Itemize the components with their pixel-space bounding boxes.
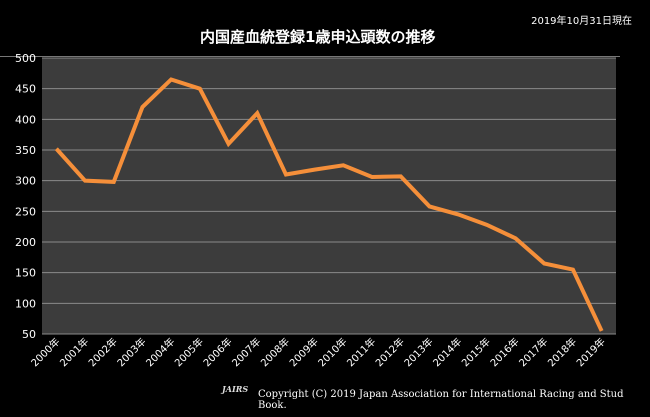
x-tick-label: 2015年	[459, 335, 493, 369]
x-tick-label: 2012年	[373, 335, 407, 369]
x-tick-label: 2013年	[401, 335, 435, 369]
y-tick-label: 500	[15, 52, 36, 65]
x-tick-label: 2001年	[57, 335, 91, 369]
y-tick-label: 350	[15, 144, 36, 157]
as-of-date: 2019年10月31日現在	[531, 16, 632, 27]
x-tick-label: 2008年	[258, 335, 292, 369]
chart-title: 内国産血統登録1歳申込頭数の推移	[200, 28, 436, 46]
x-tick-label: 2007年	[229, 335, 263, 369]
y-tick-label: 400	[15, 113, 36, 126]
x-tick-label: 2018年	[545, 335, 579, 369]
y-tick-label: 150	[15, 267, 36, 280]
y-tick-label: 450	[15, 83, 36, 96]
x-tick-label: 2019年	[574, 335, 608, 369]
x-tick-label: 2005年	[172, 335, 206, 369]
y-tick-label: 50	[22, 328, 36, 341]
x-tick-label: 2002年	[86, 335, 120, 369]
x-tick-label: 2003年	[114, 335, 148, 369]
x-tick-label: 2006年	[200, 335, 234, 369]
y-tick-label: 250	[15, 205, 36, 218]
x-tick-label: 2017年	[516, 335, 550, 369]
plot-area	[42, 58, 616, 334]
series-line	[54, 77, 604, 332]
x-tick-label: 2010年	[315, 335, 349, 369]
jairs-logo: JAIRS	[222, 384, 249, 394]
y-tick-label: 200	[15, 236, 36, 249]
x-tick-label: 2011年	[344, 335, 378, 369]
x-tick-label: 2014年	[430, 335, 464, 369]
copyright-text: Copyright (C) 2019 Japan Association for…	[258, 389, 624, 411]
title-divider	[0, 56, 620, 57]
x-tick-label: 2004年	[143, 335, 177, 369]
y-tick-label: 300	[15, 175, 36, 188]
x-tick-label: 2009年	[287, 335, 321, 369]
y-tick-label: 100	[15, 297, 36, 310]
x-tick-label: 2016年	[487, 335, 521, 369]
